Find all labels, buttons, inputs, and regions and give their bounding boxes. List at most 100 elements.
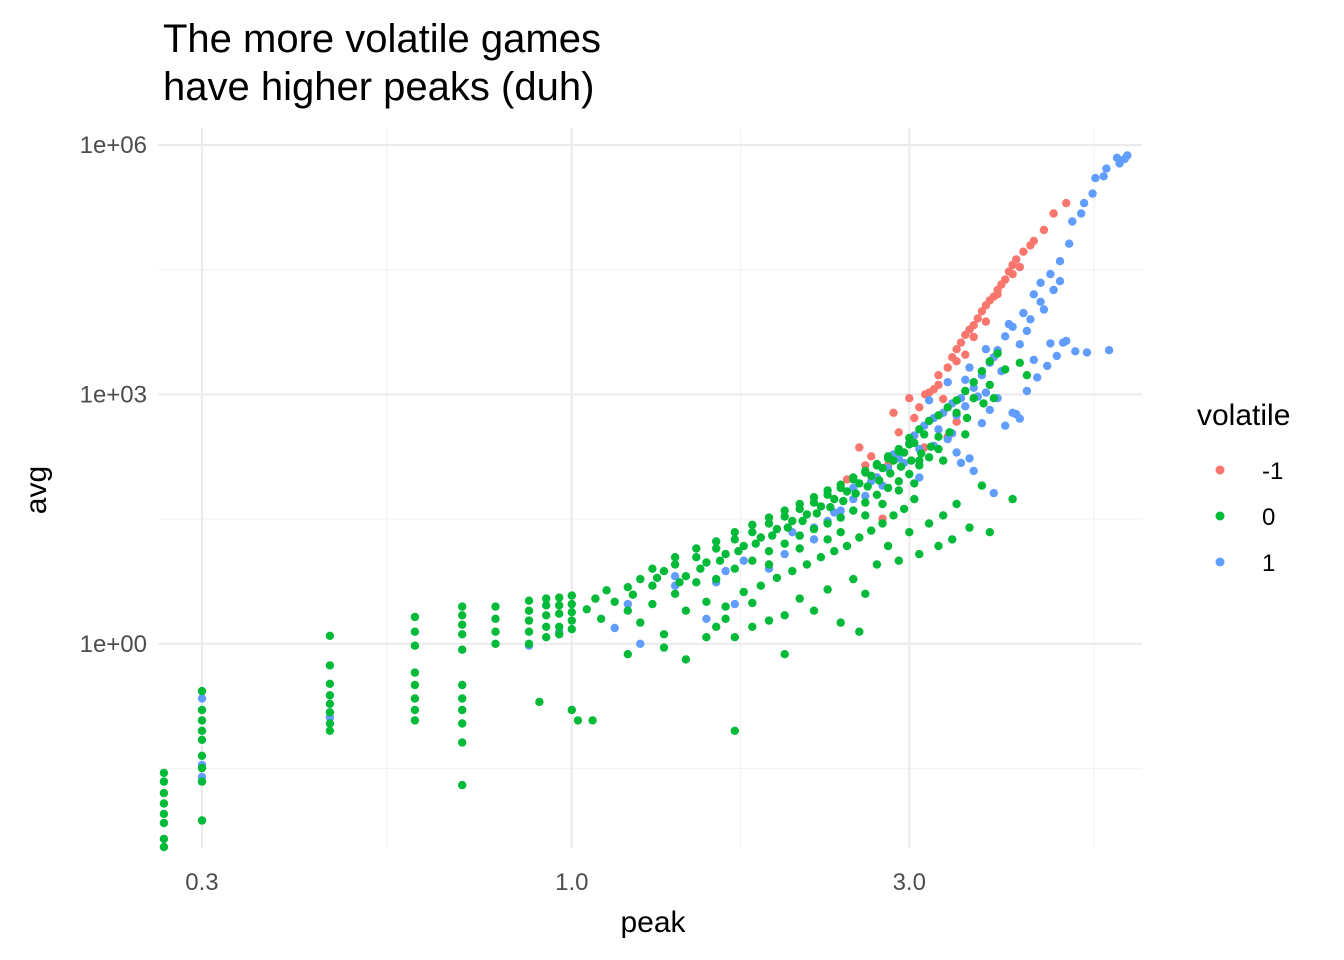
data-point-volatile-0 xyxy=(925,453,933,461)
data-point-volatile-0 xyxy=(692,553,700,561)
legend-label: 1 xyxy=(1262,550,1275,577)
data-point-volatile-0 xyxy=(970,378,978,386)
data-point-volatile-0 xyxy=(411,613,419,621)
data-point-volatile--1 xyxy=(910,414,918,422)
data-point-volatile-0 xyxy=(721,602,729,610)
data-point-volatile--1 xyxy=(939,395,947,403)
data-point-volatile-0 xyxy=(796,544,804,552)
data-point-volatile-0 xyxy=(849,506,857,514)
data-point-volatile-1 xyxy=(1026,315,1034,323)
data-point-volatile-0 xyxy=(326,661,334,669)
data-point-volatile-1 xyxy=(636,640,644,648)
data-point-volatile-0 xyxy=(839,497,847,505)
data-point-volatile--1 xyxy=(1016,263,1024,271)
data-point-volatile-0 xyxy=(873,560,881,568)
data-point-volatile-0 xyxy=(945,428,953,436)
data-point-volatile-1 xyxy=(1105,346,1113,354)
data-point-volatile-0 xyxy=(326,680,334,688)
data-point-volatile-0 xyxy=(849,575,857,583)
data-point-volatile-0 xyxy=(525,640,533,648)
data-point-volatile-0 xyxy=(855,628,863,636)
data-point-volatile-0 xyxy=(813,509,821,517)
data-point-volatile--1 xyxy=(974,314,982,322)
data-point-volatile-0 xyxy=(886,469,894,477)
data-point-volatile--1 xyxy=(855,443,863,451)
data-point-volatile-0 xyxy=(458,681,466,689)
data-point-volatile-0 xyxy=(803,560,811,568)
data-point-volatile-0 xyxy=(491,640,499,648)
data-point-volatile-1 xyxy=(1001,332,1009,340)
data-point-volatile-0 xyxy=(160,799,168,807)
data-point-volatile-0 xyxy=(525,616,533,624)
data-point-volatile-1 xyxy=(1001,422,1009,430)
y-axis-tick-labels: 1e+001e+031e+06 xyxy=(80,132,147,658)
data-point-volatile--1 xyxy=(895,428,903,436)
data-point-volatile-1 xyxy=(982,388,990,396)
data-point-volatile-0 xyxy=(915,456,923,464)
data-point-volatile-0 xyxy=(843,542,851,550)
data-point-volatile-0 xyxy=(934,542,942,550)
data-point-volatile-0 xyxy=(597,615,605,623)
data-point-volatile-0 xyxy=(648,582,656,590)
data-point-volatile-0 xyxy=(878,500,886,508)
data-point-volatile-0 xyxy=(568,706,576,714)
data-point-volatile-0 xyxy=(555,593,563,601)
data-point-volatile-0 xyxy=(748,623,756,631)
data-point-volatile-0 xyxy=(731,633,739,641)
data-point-volatile-0 xyxy=(864,482,872,490)
y-tick-label: 1e+06 xyxy=(80,132,147,159)
data-point-volatile-0 xyxy=(535,698,543,706)
data-point-volatile-0 xyxy=(411,706,419,714)
data-point-volatile-0 xyxy=(748,557,756,565)
data-point-volatile-0 xyxy=(326,708,334,716)
data-point-volatile-0 xyxy=(731,528,739,536)
data-point-volatile-0 xyxy=(671,560,679,568)
data-point-volatile-1 xyxy=(1030,290,1038,298)
data-point-volatile-0 xyxy=(952,500,960,508)
data-point-volatile-0 xyxy=(855,533,863,541)
data-point-volatile-0 xyxy=(781,506,789,514)
data-point-volatile--1 xyxy=(970,333,978,341)
data-point-volatile--1 xyxy=(889,409,897,417)
data-point-volatile-0 xyxy=(160,819,168,827)
data-point-volatile--1 xyxy=(1012,255,1020,263)
data-point-volatile-0 xyxy=(765,616,773,624)
legend-label: -1 xyxy=(1262,458,1283,485)
data-point-volatile-1 xyxy=(961,402,969,410)
data-point-volatile-0 xyxy=(712,537,720,545)
data-point-volatile-1 xyxy=(965,454,973,462)
data-point-volatile-0 xyxy=(796,500,804,508)
data-point-volatile-0 xyxy=(198,716,206,724)
legend-key-0 xyxy=(1216,512,1225,521)
data-point-volatile--1 xyxy=(1026,241,1034,249)
data-point-volatile-0 xyxy=(458,630,466,638)
data-point-volatile-0 xyxy=(458,602,466,610)
data-point-volatile-0 xyxy=(160,769,168,777)
data-point-volatile-0 xyxy=(986,357,994,365)
data-point-volatile-0 xyxy=(830,547,838,555)
data-point-volatile-0 xyxy=(525,607,533,615)
data-point-volatile-0 xyxy=(721,615,729,623)
data-point-volatile-0 xyxy=(458,621,466,629)
data-point-volatile-1 xyxy=(944,378,952,386)
data-point-volatile-0 xyxy=(1016,359,1024,367)
data-point-volatile-1 xyxy=(957,459,965,467)
data-point-volatile-0 xyxy=(784,523,792,531)
data-point-volatile-0 xyxy=(731,565,739,573)
data-point-volatile-0 xyxy=(588,716,596,724)
data-point-volatile-1 xyxy=(1053,352,1061,360)
data-point-volatile-0 xyxy=(965,523,973,531)
data-point-volatile-0 xyxy=(963,414,971,422)
data-point-volatile-0 xyxy=(852,489,860,497)
data-point-volatile-1 xyxy=(970,467,978,475)
data-point-volatile-1 xyxy=(1030,356,1038,364)
data-point-volatile-0 xyxy=(624,607,632,615)
data-point-volatile-0 xyxy=(861,511,869,519)
data-point-volatile-1 xyxy=(1077,209,1085,217)
data-point-volatile-0 xyxy=(884,484,892,492)
data-point-volatile-0 xyxy=(198,687,206,695)
data-point-volatile-0 xyxy=(555,601,563,609)
data-point-volatile--1 xyxy=(957,338,965,346)
data-point-volatile-0 xyxy=(712,623,720,631)
